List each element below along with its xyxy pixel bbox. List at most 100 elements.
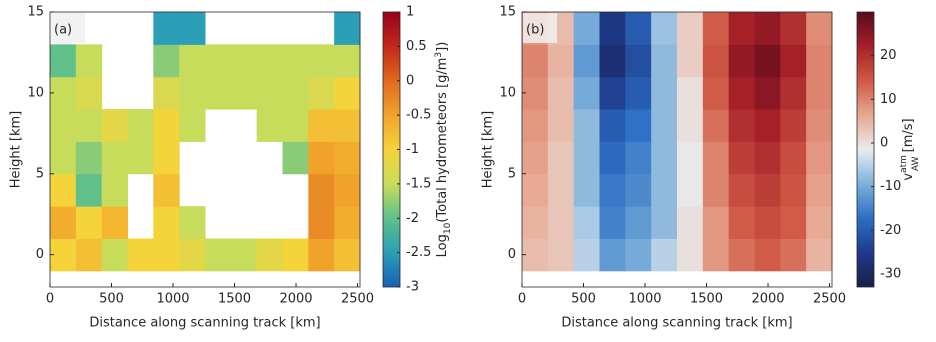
heatmap-cell [599, 141, 626, 175]
heatmap-cell [75, 109, 103, 142]
heatmap-cell [153, 238, 180, 272]
heatmap-cell [573, 44, 600, 78]
heatmap-cell [780, 76, 807, 110]
heatmap-cell [282, 44, 309, 78]
colorbar-label-part: 3 [434, 52, 444, 58]
heatmap-cell [702, 141, 730, 175]
heatmap-cell [127, 109, 154, 142]
heatmap-cell [308, 76, 335, 110]
heatmap-cell [522, 109, 549, 142]
y-tick-label: 0 [508, 247, 516, 262]
heatmap-cell [625, 109, 652, 142]
colorbar-label: vatm AW [m/s] [899, 118, 921, 180]
heatmap-cell [651, 206, 678, 239]
colorbar-label-part: Log [435, 234, 450, 257]
colorbar-label-part: 10 [443, 222, 453, 234]
heatmap-cell [599, 109, 626, 142]
heatmap-cell [75, 173, 103, 207]
heatmap-cell [153, 141, 180, 175]
heatmap-cell [806, 76, 833, 110]
heatmap-cell [179, 44, 206, 78]
heatmap-cell [728, 12, 755, 45]
heatmap-cell [677, 238, 704, 272]
heatmap-cell [50, 141, 77, 175]
heatmap-cell [754, 173, 781, 207]
heatmap-cell [677, 12, 704, 45]
y-tick-label: 15 [499, 5, 516, 20]
heatmap-cell [230, 238, 258, 272]
heatmap-cell [651, 141, 678, 175]
colorbar-tick-label: 0.5 [406, 39, 427, 54]
heatmap-cell [702, 44, 730, 78]
heatmap-cell [522, 173, 549, 207]
heatmap-cell [75, 76, 103, 110]
heatmap-cell [522, 76, 549, 110]
heatmap-cell [599, 173, 626, 207]
heatmap-cell [780, 12, 807, 45]
heatmap-cell [677, 206, 704, 239]
x-tick-label: 0 [518, 292, 526, 307]
heatmap-cell [334, 173, 361, 207]
colorbar [856, 11, 875, 288]
colorbar-label: Log10(Total hydrometeors [g/m3]) [434, 42, 453, 258]
heatmap-cell [256, 109, 283, 142]
heatmap-cell [599, 44, 626, 78]
y-tick-label: 0 [36, 247, 44, 262]
panel-label: (b) [526, 23, 544, 38]
heatmap-cell [334, 76, 361, 110]
heatmap-cell [547, 206, 575, 239]
colorbar-label-part: (Total hydrometeors [g/m [435, 58, 450, 223]
heatmap-cell [780, 109, 807, 142]
heatmap-cell [547, 173, 575, 207]
heatmap-cell [179, 109, 206, 142]
heatmap-cell [308, 141, 335, 175]
heatmap-cell [728, 206, 755, 239]
heatmap-cell [230, 76, 258, 110]
heatmap-cell [75, 238, 103, 272]
x-tick-label: 1500 [690, 292, 723, 307]
heatmap-cell [780, 173, 807, 207]
heatmap-cell [573, 238, 600, 272]
heatmap-cell [50, 206, 77, 239]
y-axis-label: Height [km] [9, 111, 24, 188]
heatmap-cell [179, 206, 206, 239]
axes-frame [521, 11, 833, 288]
colorbar-tick-label: -0.5 [406, 108, 431, 123]
heatmap-cell [522, 238, 549, 272]
heatmap-cell [205, 238, 232, 272]
heatmap-cell [334, 206, 361, 239]
heatmap-cell [75, 141, 103, 175]
heatmap-cell [651, 44, 678, 78]
heatmap-cell [522, 206, 549, 239]
heatmap-cell [230, 44, 258, 78]
heatmap-cell [127, 238, 154, 272]
heatmap-cell [702, 109, 730, 142]
heatmap-cell [573, 141, 600, 175]
heatmap-cell [599, 238, 626, 272]
y-tick-label: 15 [27, 5, 44, 20]
heatmap-cell [754, 238, 781, 272]
heatmap-cell [728, 44, 755, 78]
heatmap-cell [651, 12, 678, 45]
heatmap-cell [754, 141, 781, 175]
heatmap-cell [754, 206, 781, 239]
heatmap-cell [754, 76, 781, 110]
heatmap-cell [806, 238, 833, 272]
heatmap-cell [153, 206, 180, 239]
heatmap-cell [179, 238, 206, 272]
heatmap-cell [153, 12, 180, 45]
heatmap-cell [780, 206, 807, 239]
heatmap-cell [282, 141, 309, 175]
colorbar-tick-label: -1 [406, 142, 419, 157]
heatmap-cell [677, 141, 704, 175]
heatmap-cell [573, 109, 600, 142]
heatmap-cell [728, 173, 755, 207]
heatmap-cell [522, 141, 549, 175]
heatmap-cell [728, 141, 755, 175]
heatmap-cell [256, 44, 283, 78]
heatmap-cell [308, 173, 335, 207]
heatmap-cell [50, 109, 77, 142]
heatmap-cell [702, 76, 730, 110]
y-tick-label: 10 [499, 85, 516, 100]
colorbar-tick-label: 20 [880, 48, 897, 63]
